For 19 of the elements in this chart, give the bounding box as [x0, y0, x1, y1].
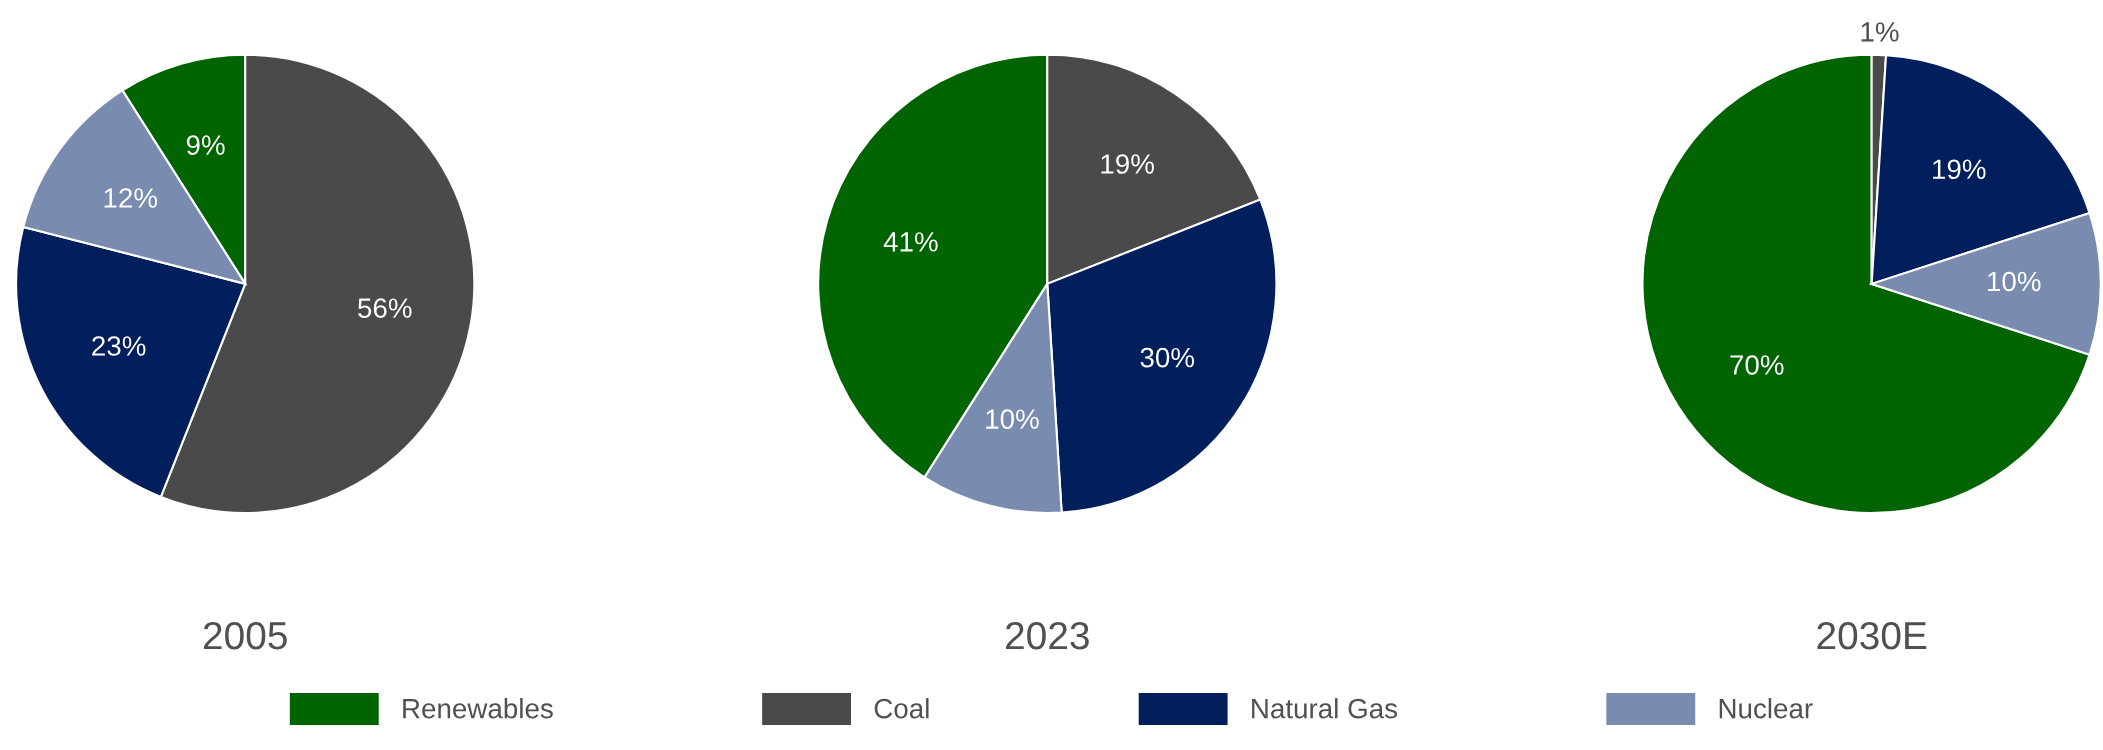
legend-label: Natural Gas — [1252, 698, 1398, 719]
text: 2005 — [203, 621, 287, 650]
legend-label: Coal — [874, 698, 929, 719]
data-label: 9% — [186, 135, 225, 155]
data-label: 19% — [1933, 159, 1986, 180]
data-label: 23% — [92, 336, 146, 356]
data-label: 70% — [1730, 355, 1784, 375]
data-label: 56% — [358, 298, 412, 318]
text: 2023 — [1006, 621, 1089, 650]
legend-label: Renewables — [403, 698, 553, 719]
data-label: 41% — [883, 232, 938, 252]
data-label: 12% — [104, 188, 158, 208]
text: 2030E — [1817, 621, 1927, 650]
data-label: 30% — [1140, 347, 1195, 368]
data-label: 1% — [1861, 22, 1899, 42]
data-label: 10% — [1988, 271, 2041, 292]
data-label: 19% — [1101, 154, 1154, 174]
data-label: 10% — [986, 409, 1039, 429]
legend-label: Nuclear — [1719, 698, 1813, 719]
